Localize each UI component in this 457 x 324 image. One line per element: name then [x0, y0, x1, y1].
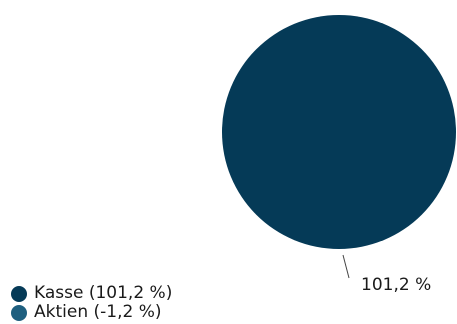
legend-item-kasse: Kasse (101,2 %)	[11, 284, 172, 303]
legend-swatch-aktien	[11, 304, 27, 321]
legend-item-aktien: Aktien (-1,2 %)	[11, 303, 172, 322]
legend-label-aktien: Aktien (-1,2 %)	[34, 302, 162, 322]
data-label-kasse: 101,2 %	[361, 275, 431, 295]
legend: Kasse (101,2 %) Aktien (-1,2 %)	[11, 284, 172, 322]
legend-swatch-kasse	[11, 285, 27, 302]
pie-slice-kasse	[222, 15, 456, 249]
legend-label-kasse: Kasse (101,2 %)	[34, 283, 173, 303]
leader-line-kasse	[342, 254, 350, 279]
